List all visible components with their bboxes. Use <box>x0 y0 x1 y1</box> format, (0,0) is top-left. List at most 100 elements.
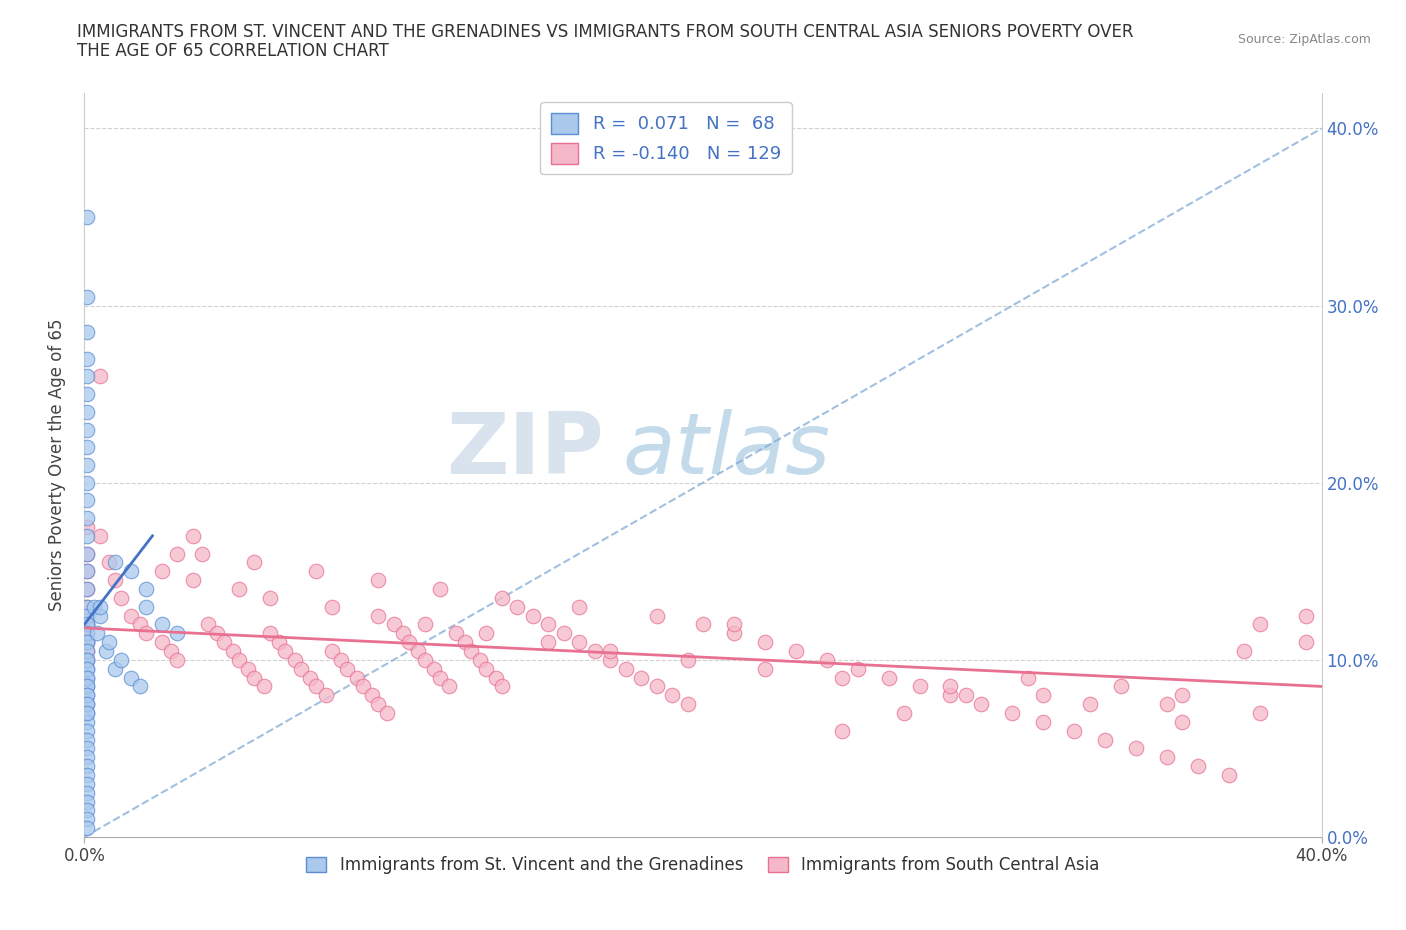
Point <box>150 564 173 578</box>
Y-axis label: Seniors Poverty Over the Age of 65: Seniors Poverty Over the Age of 65 <box>48 319 66 611</box>
Point <box>1032 714 1054 729</box>
Point <box>413 653 436 668</box>
Point <box>83 599 105 614</box>
Point <box>76 626 98 641</box>
Point <box>166 653 188 668</box>
Point <box>831 724 853 738</box>
Point <box>893 706 915 721</box>
Point <box>76 325 98 339</box>
Point <box>1171 688 1194 703</box>
Point <box>76 750 98 764</box>
Point <box>120 608 142 623</box>
Point <box>76 617 98 631</box>
Point <box>129 617 152 631</box>
Point <box>104 573 127 588</box>
Point <box>299 671 322 685</box>
Point <box>321 644 343 658</box>
Point <box>661 688 683 703</box>
Point <box>367 697 389 711</box>
Point <box>76 617 98 631</box>
Point <box>1063 724 1085 738</box>
Point <box>76 785 98 800</box>
Point <box>76 475 98 490</box>
Point <box>76 608 98 623</box>
Point <box>110 653 132 668</box>
Point <box>181 573 204 588</box>
Point <box>754 661 776 676</box>
Point <box>336 661 359 676</box>
Point <box>76 653 98 668</box>
Point <box>475 661 498 676</box>
Point <box>110 591 132 605</box>
Point <box>89 528 111 543</box>
Point <box>76 493 98 508</box>
Point <box>212 634 235 649</box>
Point <box>367 608 389 623</box>
Point <box>98 555 121 570</box>
Point <box>76 405 98 419</box>
Point <box>1218 767 1240 782</box>
Point <box>1249 617 1271 631</box>
Point <box>76 653 98 668</box>
Point <box>1017 671 1039 685</box>
Point <box>831 671 853 685</box>
Point <box>76 626 98 641</box>
Point <box>197 617 219 631</box>
Point <box>104 555 127 570</box>
Point <box>76 581 98 596</box>
Point <box>104 661 127 676</box>
Point <box>537 617 560 631</box>
Point <box>76 732 98 747</box>
Point <box>398 634 420 649</box>
Point <box>1249 706 1271 721</box>
Point <box>568 634 591 649</box>
Point <box>76 528 98 543</box>
Point <box>1078 697 1101 711</box>
Point <box>89 369 111 384</box>
Point <box>352 679 374 694</box>
Point <box>76 546 98 561</box>
Point <box>76 820 98 835</box>
Point <box>522 608 544 623</box>
Point <box>723 617 745 631</box>
Point <box>259 591 281 605</box>
Point <box>160 644 183 658</box>
Point <box>76 644 98 658</box>
Point <box>553 626 575 641</box>
Point <box>76 688 98 703</box>
Point <box>754 634 776 649</box>
Point <box>367 573 389 588</box>
Point <box>1156 697 1178 711</box>
Point <box>413 617 436 631</box>
Point <box>76 759 98 774</box>
Point <box>537 634 560 649</box>
Point <box>76 679 98 694</box>
Point <box>284 653 307 668</box>
Point <box>76 671 98 685</box>
Point <box>76 671 98 685</box>
Point <box>76 564 98 578</box>
Point <box>76 794 98 809</box>
Point <box>76 511 98 525</box>
Point <box>207 626 229 641</box>
Point <box>76 634 98 649</box>
Point <box>692 617 714 631</box>
Point <box>89 608 111 623</box>
Point <box>970 697 993 711</box>
Point <box>76 661 98 676</box>
Point <box>76 697 98 711</box>
Point <box>454 634 477 649</box>
Point <box>485 671 508 685</box>
Text: THE AGE OF 65 CORRELATION CHART: THE AGE OF 65 CORRELATION CHART <box>77 42 389 60</box>
Point <box>76 520 98 535</box>
Point <box>676 697 699 711</box>
Point <box>460 644 482 658</box>
Point <box>259 626 281 641</box>
Point <box>150 617 173 631</box>
Point <box>583 644 606 658</box>
Point <box>76 653 98 668</box>
Text: IMMIGRANTS FROM ST. VINCENT AND THE GRENADINES VS IMMIGRANTS FROM SOUTH CENTRAL : IMMIGRANTS FROM ST. VINCENT AND THE GREN… <box>77 23 1133 41</box>
Point <box>908 679 931 694</box>
Point <box>76 634 98 649</box>
Point <box>135 599 157 614</box>
